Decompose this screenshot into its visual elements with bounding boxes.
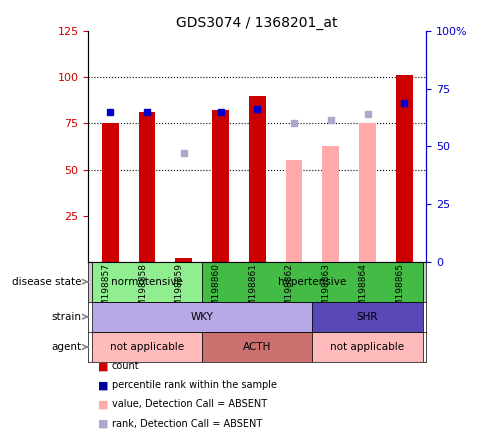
Text: GSM198863: GSM198863 (322, 263, 331, 318)
Text: agent: agent (51, 342, 81, 352)
Text: disease state: disease state (12, 277, 81, 287)
Text: GSM198864: GSM198864 (359, 263, 368, 318)
Bar (249, 96, 266, 262)
Text: GSM198858: GSM198858 (138, 263, 147, 318)
Bar (102, 123, 119, 262)
Bar (92, 301, 313, 332)
Text: ■: ■ (98, 381, 108, 390)
Bar (165, 262, 202, 301)
Text: ACTH: ACTH (243, 342, 271, 352)
Text: count: count (112, 361, 139, 371)
Bar (239, 262, 275, 301)
Bar (212, 111, 229, 262)
Text: rank, Detection Call = ABSENT: rank, Detection Call = ABSENT (112, 419, 262, 428)
Bar (202, 262, 422, 301)
Bar (322, 146, 339, 262)
Title: GDS3074 / 1368201_at: GDS3074 / 1368201_at (176, 16, 338, 30)
Bar (359, 123, 376, 262)
Text: value, Detection Call = ABSENT: value, Detection Call = ABSENT (112, 400, 267, 409)
Bar (202, 262, 239, 301)
Bar (275, 262, 313, 301)
Bar (286, 160, 302, 262)
Bar (175, 258, 192, 262)
Bar (92, 262, 128, 301)
Bar (313, 262, 349, 301)
Text: SHR: SHR (357, 312, 378, 322)
Text: GSM198857: GSM198857 (101, 263, 110, 318)
Text: not applicable: not applicable (330, 342, 405, 352)
Bar (128, 262, 165, 301)
Text: GSM198861: GSM198861 (248, 263, 257, 318)
Bar (92, 262, 202, 301)
Text: normotensive: normotensive (111, 277, 183, 287)
Text: hypertensive: hypertensive (278, 277, 346, 287)
Text: strain: strain (51, 312, 81, 322)
Text: GSM198862: GSM198862 (285, 263, 294, 318)
Text: percentile rank within the sample: percentile rank within the sample (112, 381, 277, 390)
Bar (139, 112, 155, 262)
Text: GSM198859: GSM198859 (175, 263, 184, 318)
Bar (349, 262, 386, 301)
Text: GSM198860: GSM198860 (212, 263, 220, 318)
Bar (313, 301, 422, 332)
Text: ■: ■ (98, 361, 108, 371)
Bar (92, 332, 202, 362)
Bar (396, 75, 413, 262)
Text: ■: ■ (98, 419, 108, 428)
Text: ■: ■ (98, 400, 108, 409)
Bar (386, 262, 422, 301)
Text: GSM198865: GSM198865 (395, 263, 404, 318)
Bar (313, 332, 422, 362)
Text: WKY: WKY (191, 312, 214, 322)
Text: not applicable: not applicable (110, 342, 184, 352)
Bar (202, 332, 313, 362)
